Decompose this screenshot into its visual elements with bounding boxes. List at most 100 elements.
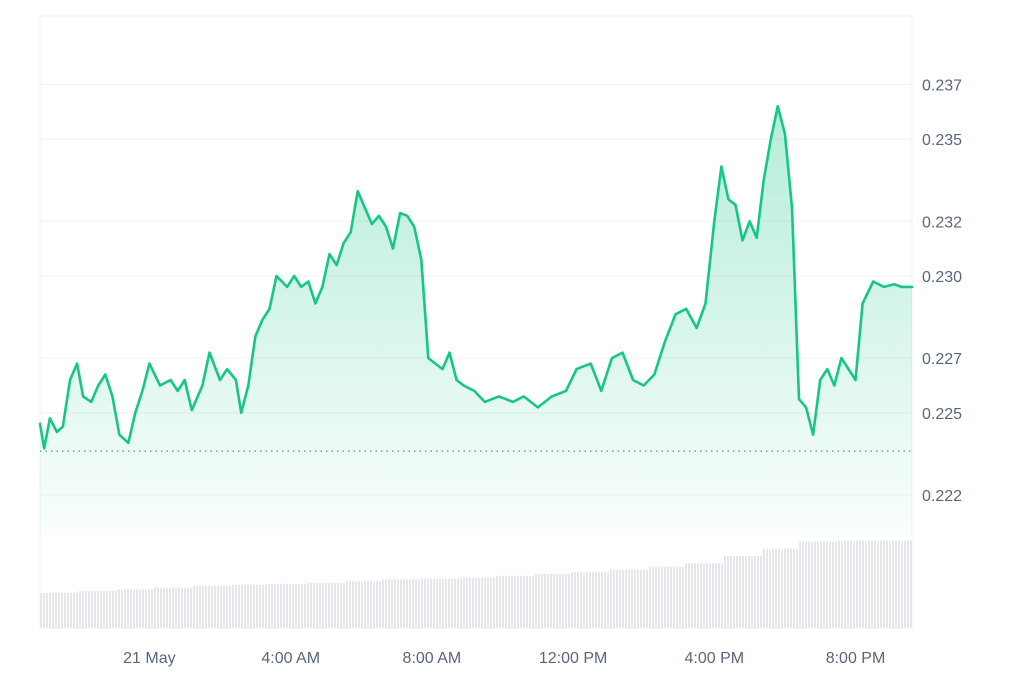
volume-bar <box>784 548 786 628</box>
volume-bar <box>472 577 474 628</box>
volume-bar <box>448 578 450 628</box>
volume-bar <box>634 569 636 628</box>
volume-bar <box>55 592 57 628</box>
volume-bar <box>469 577 471 628</box>
volume-bar <box>739 556 741 628</box>
volume-bar <box>466 577 468 628</box>
volume-bar <box>253 584 255 628</box>
volume-bar <box>70 592 72 628</box>
volume-bar <box>880 540 882 628</box>
volume-bar <box>685 563 687 628</box>
volume-bar <box>676 566 678 628</box>
volume-bar <box>334 583 336 628</box>
volume-bar <box>874 540 876 628</box>
volume-bar <box>139 589 141 628</box>
volume-bar <box>724 556 726 628</box>
volume-bar <box>436 578 438 628</box>
volume-bar <box>754 556 756 628</box>
volume-bar <box>283 583 285 628</box>
volume-bar <box>421 578 423 628</box>
volume-bar <box>781 548 783 628</box>
volume-bar <box>757 556 759 628</box>
volume-bar <box>304 583 306 628</box>
volume-bar <box>628 569 630 628</box>
volume-bar <box>631 569 633 628</box>
volume-bar <box>115 591 117 628</box>
volume-bar <box>337 583 339 628</box>
volume-bar <box>97 591 99 628</box>
x-axis: 21 May 4:00 AM 8:00 AM 12:00 PM 4:00 PM 8:00 … <box>123 650 885 667</box>
volume-bar <box>490 577 492 628</box>
volume-bar <box>316 583 318 628</box>
volume-bar <box>712 563 714 628</box>
volume-bar <box>700 563 702 628</box>
volume-bar <box>238 584 240 628</box>
volume-bar <box>718 563 720 628</box>
volume-bar <box>730 556 732 628</box>
y-tick-label: 0.222 <box>922 488 962 505</box>
volume-bar <box>100 591 102 628</box>
volume-bar <box>640 569 642 628</box>
x-tick-label: 8:00 PM <box>826 650 886 667</box>
volume-bar <box>355 581 357 628</box>
volume-bar <box>118 589 120 628</box>
volume-bar <box>763 548 765 628</box>
volume-bar <box>460 577 462 628</box>
volume-bar <box>841 540 843 628</box>
volume-bar <box>580 572 582 628</box>
volume-bar <box>805 541 807 628</box>
volume-bar <box>199 585 201 628</box>
volume-bar <box>682 566 684 628</box>
volume-bar <box>343 583 345 628</box>
volume-bar <box>715 563 717 628</box>
volume-bar <box>214 585 216 628</box>
volume-bar <box>553 574 555 628</box>
line-layer <box>38 105 914 450</box>
volume-bar <box>49 592 51 628</box>
volume-bar <box>454 578 456 628</box>
volume-bar <box>373 581 375 628</box>
volume-bar <box>613 569 615 628</box>
volume-bar <box>127 589 129 628</box>
volume-bar <box>652 566 654 628</box>
volume-bar <box>346 581 348 628</box>
volume-bar <box>868 540 870 628</box>
volume-bar <box>526 575 528 628</box>
volume-bar <box>301 583 303 628</box>
volume-bar <box>64 592 66 628</box>
volume-bar <box>496 575 498 628</box>
volume-bar <box>811 541 813 628</box>
volume-bar <box>121 589 123 628</box>
volume-bar <box>790 548 792 628</box>
volume-bar <box>478 577 480 628</box>
volume-bar <box>382 579 384 628</box>
volume-bar <box>196 585 198 628</box>
volume-bar <box>445 578 447 628</box>
volume-bar <box>625 569 627 628</box>
volume-bar <box>619 569 621 628</box>
volume-bar <box>391 579 393 628</box>
volume-bar <box>586 572 588 628</box>
volume-bar <box>832 541 834 628</box>
volume-bar <box>808 541 810 628</box>
volume-bar <box>556 574 558 628</box>
y-tick-label: 0.237 <box>922 77 962 94</box>
volume-bar <box>493 577 495 628</box>
volume-bar <box>766 548 768 628</box>
volume-bar <box>886 540 888 628</box>
volume-bar <box>190 587 192 628</box>
volume-bar <box>670 566 672 628</box>
volume-bar <box>202 585 204 628</box>
volume-bar <box>850 540 852 628</box>
volume-bar <box>601 572 603 628</box>
volume-bar <box>538 574 540 628</box>
volume-bar <box>286 583 288 628</box>
volume-bar <box>748 556 750 628</box>
volume-bar <box>250 584 252 628</box>
volume-bar <box>859 540 861 628</box>
volume-bar <box>463 577 465 628</box>
x-tick-label: 12:00 PM <box>539 650 607 667</box>
volume-bar <box>106 591 108 628</box>
